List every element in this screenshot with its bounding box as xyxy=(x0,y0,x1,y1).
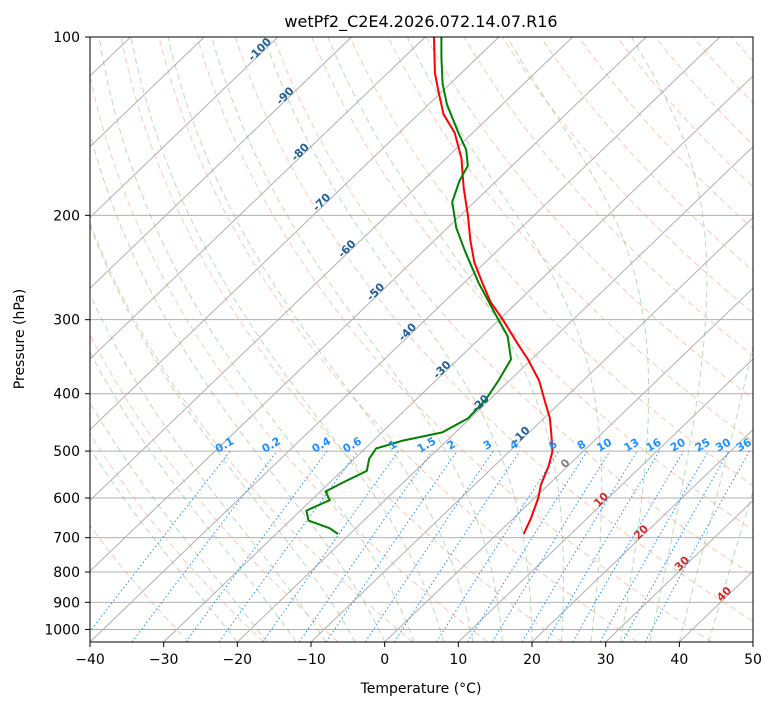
moist-adiabat-line xyxy=(211,37,503,642)
moist-adiabat-line xyxy=(98,37,415,642)
moist-adiabat-line xyxy=(406,37,603,642)
dry-adiabat-line xyxy=(90,333,339,642)
moist-adiabat-line xyxy=(327,37,564,642)
mixing-ratio-line xyxy=(491,450,611,642)
x-tick-label: 20 xyxy=(523,652,541,668)
x-axis-label: Temperature (°C) xyxy=(360,681,482,697)
chart-title: wetPf2_C2E4.2026.072.14.07.R16 xyxy=(284,12,557,32)
isotherm-line xyxy=(384,287,753,642)
isotherm-line xyxy=(90,37,205,148)
mixing-ratio-line xyxy=(262,450,399,642)
dry-adiabat-line xyxy=(311,37,753,531)
mixing-ratio-lines xyxy=(90,450,751,642)
x-tick-label: −40 xyxy=(75,652,105,668)
plot-area: 0.1 0.2 0.4 0.6 1 1.5 2 3 4 6 8 10 13 16 20 25 30 36-100-… xyxy=(90,37,754,642)
isotherm-line xyxy=(90,37,573,502)
plot-frame xyxy=(89,36,754,643)
dry-adiabat-line xyxy=(654,37,753,146)
dewpoint-profile-line xyxy=(305,37,512,535)
moist-adiabat-line xyxy=(167,37,474,642)
moist-adiabat-line xyxy=(630,37,708,642)
y-tick-label: 600 xyxy=(53,491,80,507)
moist-adiabat-line xyxy=(90,132,386,642)
moist-adiabat-line xyxy=(708,489,753,642)
moist-adiabat-line xyxy=(90,293,327,642)
temperature-profile-line xyxy=(433,37,554,535)
x-axis-ticks: −40 −30 −20 −10 0 10 20 30 40 50 xyxy=(75,642,762,668)
dry-adiabat-line xyxy=(349,37,753,487)
mixing-ratio-line xyxy=(545,450,660,642)
dry-adiabat-line xyxy=(234,37,753,622)
y-tick-label: 200 xyxy=(53,208,80,224)
x-tick-label: 0 xyxy=(380,652,389,668)
dry-adiabat-line xyxy=(578,37,753,230)
mixing-ratio-line xyxy=(325,450,458,642)
isotherm-line xyxy=(90,37,500,431)
mixing-ratio-line xyxy=(90,450,231,633)
dry-adiabat-line xyxy=(463,37,753,357)
moist-adiabat-line xyxy=(90,351,297,642)
dry-adiabat-line xyxy=(90,73,488,642)
x-tick-label: 10 xyxy=(449,652,467,668)
isotherm-line xyxy=(163,75,753,642)
isotherm-line xyxy=(90,37,721,642)
profile-series xyxy=(305,37,554,535)
y-tick-label: 300 xyxy=(53,313,80,329)
x-tick-label: −10 xyxy=(296,652,326,668)
isotherm-line xyxy=(236,145,753,642)
y-tick-label: 1000 xyxy=(44,622,80,638)
mixing-ratio-line xyxy=(435,450,560,642)
moist-adiabat-line xyxy=(263,37,533,642)
y-tick-label: 700 xyxy=(53,531,80,547)
dry-adiabat-line xyxy=(90,525,190,642)
moist-adiabat-line xyxy=(90,401,268,642)
dry-adiabat-line xyxy=(158,37,638,642)
moist-adiabat-line xyxy=(678,344,753,642)
x-tick-label: 40 xyxy=(670,652,688,668)
y-tick-label: 800 xyxy=(53,565,80,581)
y-axis-label: Pressure (hPa) xyxy=(12,289,28,389)
moist-adiabat-line xyxy=(90,223,356,642)
dry-adiabat-line xyxy=(196,37,712,642)
skewed-isotherm-grid xyxy=(90,37,753,642)
moist-adiabats xyxy=(90,37,753,642)
mixing-ratio-line xyxy=(572,450,685,642)
isotherm-line xyxy=(531,429,753,642)
dry-adiabat-line xyxy=(90,221,414,642)
moist-adiabat-line xyxy=(130,37,445,642)
y-tick-label: 400 xyxy=(53,387,80,403)
mixing-ratio-line xyxy=(599,450,709,642)
isotherm-line xyxy=(90,37,647,572)
y-tick-label: 100 xyxy=(53,30,80,46)
x-tick-label: 30 xyxy=(597,652,615,668)
isotherm-line xyxy=(605,499,753,642)
isotherm-line xyxy=(457,358,753,642)
x-tick-label: −20 xyxy=(223,652,253,668)
isotherm-line xyxy=(90,37,426,360)
mixing-ratio-line xyxy=(467,450,588,642)
isotherm-line xyxy=(90,37,279,219)
x-tick-label: 50 xyxy=(744,652,762,668)
mixing-ratio-line xyxy=(521,450,638,642)
isotherm-line xyxy=(90,37,352,289)
mixing-ratio-line xyxy=(218,450,359,642)
moist-adiabat-line xyxy=(506,37,650,642)
y-axis-ticks: 100 200 300 400 500 600 700 800 900 1000 xyxy=(44,30,90,638)
y-tick-label: 500 xyxy=(53,444,80,460)
mixing-ratio-line xyxy=(621,450,730,642)
mixing-ratio-line xyxy=(644,450,751,642)
moist-adiabat-line xyxy=(90,447,238,642)
mixing-ratio-label: 36 xyxy=(734,435,754,454)
dry-adiabats xyxy=(90,37,753,642)
dry-adiabat-line xyxy=(540,37,753,272)
y-tick-label: 900 xyxy=(53,595,80,611)
dry-adiabat-line xyxy=(120,37,563,642)
dry-adiabat-line xyxy=(387,37,753,443)
x-tick-label: −30 xyxy=(149,652,179,668)
